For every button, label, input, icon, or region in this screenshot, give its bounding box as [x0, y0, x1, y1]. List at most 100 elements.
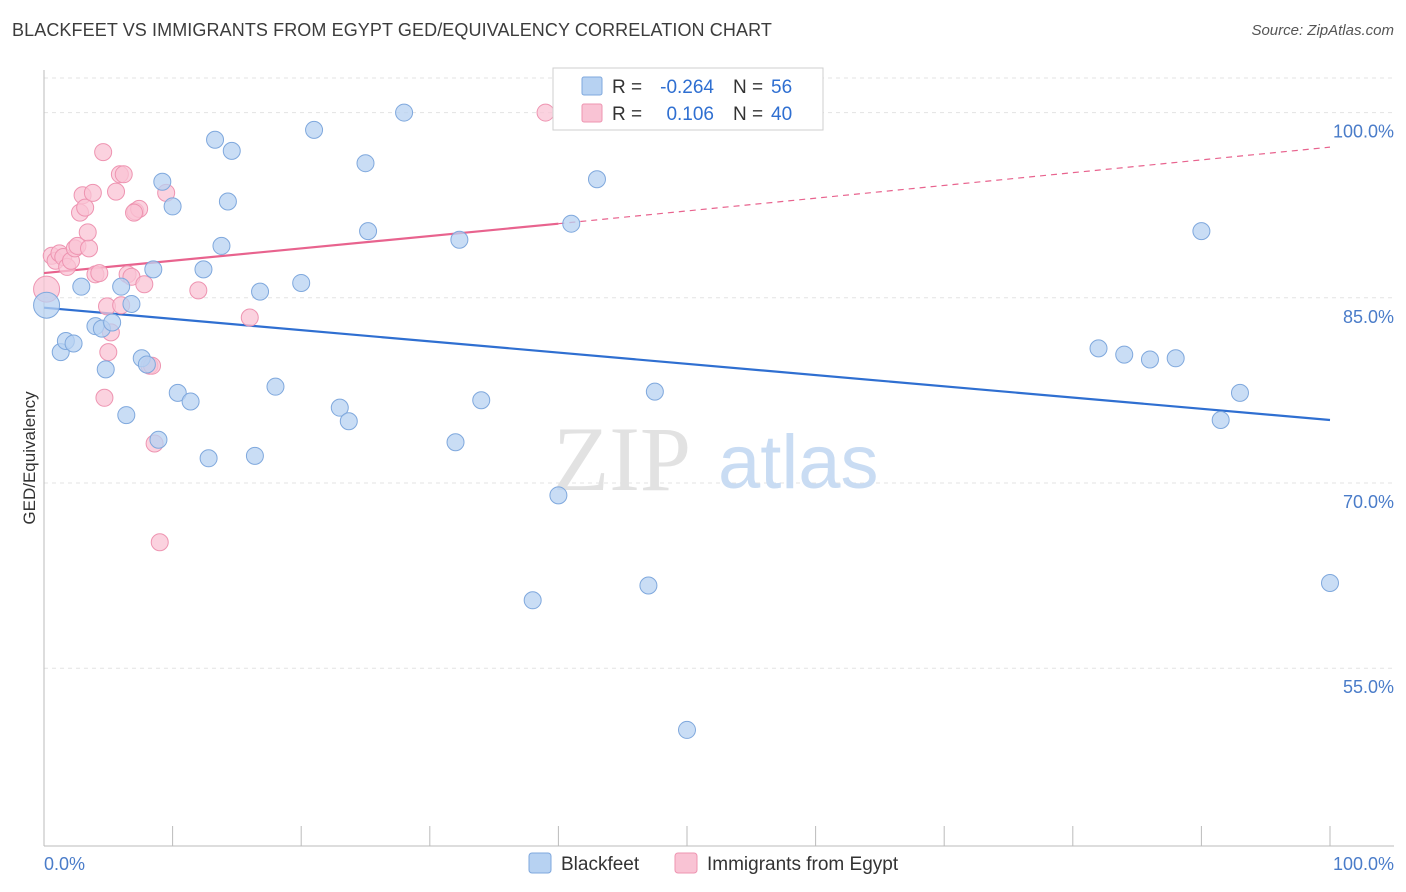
- y-tick-label: 55.0%: [1343, 677, 1394, 697]
- blackfeet-point: [168, 383, 187, 402]
- x-tick-label-max: 100.0%: [1333, 854, 1394, 874]
- trend-line-egypt-extension: [558, 146, 1331, 225]
- series-legend: Blackfeet Immigrants from Egypt: [528, 852, 899, 875]
- stats-legend-r-label-blackfeet: R =: [612, 77, 642, 98]
- blackfeet-point: [359, 222, 378, 241]
- blackfeet-point: [194, 260, 213, 279]
- blackfeet-point: [206, 130, 225, 149]
- blackfeet-point: [587, 170, 606, 189]
- blackfeet-point: [292, 273, 311, 292]
- blackfeet-point: [356, 154, 375, 173]
- stats-legend-n-label-egypt: N =: [733, 104, 763, 125]
- egypt-point: [76, 198, 95, 217]
- watermark-zip: ZIP: [553, 408, 691, 510]
- trend-line-blackfeet: [43, 306, 1331, 422]
- blackfeet-point: [218, 192, 237, 211]
- chart-source: Source: ZipAtlas.com: [1251, 22, 1394, 39]
- trend-lines: [43, 146, 1331, 422]
- blackfeet-point: [251, 282, 270, 301]
- blackfeet-point: [1140, 350, 1159, 369]
- blackfeet-point: [1089, 339, 1108, 358]
- y-tick-labels: 55.0% 70.0% 85.0% 100.0%: [1333, 122, 1394, 698]
- blackfeet-point: [446, 433, 465, 452]
- egypt-point: [240, 308, 259, 327]
- stats-legend-swatch-egypt: [581, 103, 603, 123]
- watermark: ZIP atlas: [553, 408, 879, 510]
- stats-legend-n-label-blackfeet: N =: [733, 77, 763, 98]
- blackfeet-point: [395, 103, 414, 122]
- blackfeet-point: [149, 430, 168, 449]
- stats-legend-n-value-egypt: 40: [771, 104, 792, 125]
- egypt-point: [107, 182, 126, 201]
- egypt-point: [114, 165, 133, 184]
- blackfeet-point: [199, 449, 218, 468]
- blackfeet-point: [472, 391, 491, 410]
- blackfeet-point: [117, 406, 136, 425]
- blackfeet-point: [330, 398, 349, 417]
- blackfeet-point: [181, 392, 200, 411]
- blackfeet-point: [137, 355, 156, 374]
- blackfeet-point: [450, 230, 469, 249]
- x-tick-marks: [172, 826, 1331, 846]
- blackfeet-point: [645, 382, 664, 401]
- egypt-point: [189, 281, 208, 300]
- axes: [43, 70, 1394, 847]
- blackfeet-point: [144, 260, 163, 279]
- chart-title: BLACKFEET VS IMMIGRANTS FROM EGYPT GED/E…: [12, 20, 772, 40]
- blackfeet-point: [639, 576, 658, 595]
- blackfeet-point: [1166, 349, 1185, 368]
- watermark-atlas: atlas: [718, 420, 879, 505]
- blackfeet-point: [112, 277, 131, 296]
- blackfeet-point: [1321, 574, 1339, 593]
- data-points: [33, 103, 1339, 739]
- stats-legend-r-label-egypt: R =: [612, 104, 642, 125]
- blackfeet-point: [64, 334, 83, 353]
- stats-legend: R = -0.264 N = 56 R = 0.106 N = 40: [552, 67, 824, 131]
- series-legend-swatch-blackfeet: [528, 852, 552, 874]
- blackfeet-point: [339, 412, 358, 431]
- egypt-point: [80, 239, 99, 258]
- blackfeet-point: [678, 720, 696, 739]
- trend-line-egypt: [43, 222, 559, 275]
- y-tick-label: 85.0%: [1343, 307, 1394, 327]
- blackfeet-point: [1230, 383, 1249, 402]
- egypt-point: [95, 388, 114, 407]
- stats-legend-n-value-blackfeet: 56: [771, 77, 792, 98]
- blackfeet-point: [222, 141, 241, 160]
- egypt-point: [536, 103, 555, 122]
- blackfeet-point: [1192, 222, 1211, 241]
- series-legend-label-blackfeet: Blackfeet: [561, 854, 640, 875]
- x-tick-label-min: 0.0%: [44, 854, 85, 874]
- blackfeet-point: [549, 486, 568, 505]
- blackfeet-point: [212, 236, 231, 255]
- blackfeet-point: [153, 172, 172, 191]
- egypt-point: [125, 203, 144, 222]
- blackfeet-point: [523, 591, 542, 610]
- stats-legend-r-value-blackfeet: -0.264: [660, 77, 714, 98]
- blackfeet-point: [266, 377, 285, 396]
- egypt-point: [135, 275, 154, 294]
- y-tick-label: 70.0%: [1343, 492, 1394, 512]
- y-axis-title: GED/Equivalency: [20, 391, 39, 525]
- blackfeet-point: [72, 277, 91, 296]
- blackfeet-point: [1211, 411, 1230, 430]
- blackfeet-point: [103, 313, 122, 332]
- series-legend-swatch-egypt: [674, 852, 698, 874]
- blackfeet-point: [163, 197, 182, 216]
- blackfeet-point: [1115, 345, 1134, 364]
- blackfeet-point: [305, 120, 324, 139]
- egypt-point: [78, 223, 97, 242]
- egypt-point: [94, 143, 113, 162]
- blackfeet-point: [562, 214, 581, 233]
- y-tick-label: 100.0%: [1333, 122, 1394, 142]
- grid-lines: [44, 77, 1394, 669]
- egypt-point: [90, 264, 109, 283]
- blackfeet-point: [122, 294, 141, 313]
- egypt-point: [83, 183, 102, 202]
- stats-legend-swatch-blackfeet: [581, 76, 603, 96]
- series-legend-label-egypt: Immigrants from Egypt: [707, 854, 899, 875]
- egypt-point: [150, 533, 169, 552]
- blackfeet-point: [96, 360, 115, 379]
- stats-legend-r-value-egypt: 0.106: [666, 104, 714, 125]
